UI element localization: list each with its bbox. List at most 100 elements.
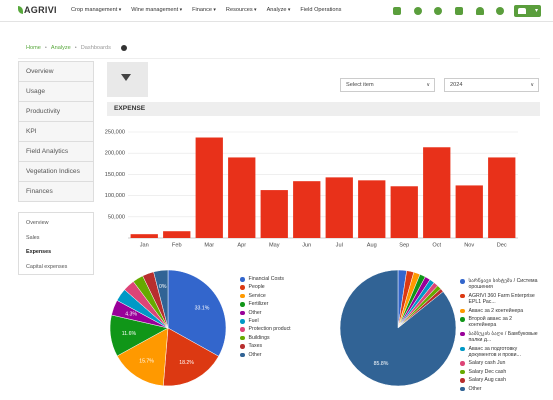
legend-label: Fuel xyxy=(248,318,259,325)
submenu-item[interactable]: Capital expenses xyxy=(26,263,68,270)
x-tick-label: Jan xyxy=(140,242,149,248)
bar xyxy=(455,185,483,238)
bar xyxy=(228,157,256,238)
legend-swatch xyxy=(240,327,245,332)
legend-item: Other xyxy=(240,310,330,316)
breadcrumb-item: Dashboards xyxy=(80,45,111,51)
y-tick-label: 50,000 xyxy=(108,214,125,220)
pie-slice xyxy=(339,269,457,387)
chat-icon[interactable] xyxy=(496,7,504,15)
slice-label: 85.8% xyxy=(374,361,389,367)
sidebar-item[interactable]: Productivity xyxy=(18,101,94,122)
breadcrumb-item[interactable]: Analyze xyxy=(50,45,71,51)
menu-item[interactable]: Resources xyxy=(226,7,257,13)
legend-label: Аванс за 2 контейнера xyxy=(468,307,524,314)
legend-item: Other xyxy=(460,386,538,392)
item-select[interactable]: Select item xyxy=(340,78,435,92)
menu-item[interactable]: Field Operations xyxy=(300,7,342,13)
legend-label: Taxes xyxy=(248,343,263,350)
legend-item: ბამბუკის ბაღი / Бамбуковые палки д... xyxy=(460,331,538,344)
legend-item: Buildings xyxy=(240,335,330,341)
legend-swatch xyxy=(460,317,465,322)
legend: Financial Costs People Service Fertilizer Ot… xyxy=(240,276,330,360)
legend-label: AGRIVI 360 Farm Enterprise EPL1 Рас... xyxy=(468,292,535,306)
bar xyxy=(195,137,223,238)
logo[interactable]: AGRIVI xyxy=(18,5,57,15)
calendar-icon[interactable] xyxy=(455,7,463,15)
help-icon[interactable] xyxy=(434,7,442,15)
legend-label: Service xyxy=(248,292,266,299)
submenu-item[interactable]: Sales xyxy=(26,234,40,241)
legend: სარწყავი სისტემა / Система орошения AGRIV… xyxy=(460,278,538,394)
info-icon xyxy=(120,45,127,51)
submenu-item[interactable]: Overview xyxy=(26,220,49,226)
breadcrumb-item[interactable]: Home xyxy=(26,45,41,51)
legend-item: Other xyxy=(240,352,330,358)
filter-button[interactable] xyxy=(107,62,148,97)
y-tick-label: 250,000 xyxy=(105,129,125,135)
legend-item: Fuel xyxy=(240,318,330,324)
legend-label: სარწყავი სისტემა / Система орошения xyxy=(468,278,538,291)
slice-label: 15.7% xyxy=(139,358,154,364)
x-tick-label: Apr xyxy=(237,242,246,248)
x-tick-label: Dec xyxy=(497,242,507,248)
legend-swatch xyxy=(240,302,245,307)
legend-label: Protection product xyxy=(248,326,291,333)
year-select[interactable]: 2024 xyxy=(444,78,539,92)
separator: • xyxy=(44,45,47,51)
legend-item: Аванс за 2 контейнера xyxy=(460,308,538,314)
legend-label: Второй аванс за 2 контейнера xyxy=(468,316,513,329)
slice-label: 18.2% xyxy=(179,360,194,366)
notification-icon[interactable] xyxy=(476,7,484,15)
pie-slice xyxy=(116,327,169,387)
legend-label: ბამბუკის ბაღი / Бамбуковые палки д... xyxy=(468,330,538,344)
legend-swatch xyxy=(460,279,465,284)
farm-button[interactable] xyxy=(514,5,541,17)
menu-item[interactable]: Analyze xyxy=(267,7,291,13)
weather-icon[interactable] xyxy=(414,7,422,15)
bar xyxy=(423,147,451,238)
submenu: Overview Sales Expenses Capital expenses xyxy=(18,212,94,275)
legend-label: Salary Aug cash xyxy=(468,377,507,384)
bar xyxy=(163,231,191,238)
legend-swatch xyxy=(240,335,245,341)
section-header: EXPENSE xyxy=(107,102,540,116)
slice-annotation: 0% xyxy=(159,284,167,290)
menu-item[interactable]: Wine management xyxy=(131,7,182,13)
y-tick-label: 150,000 xyxy=(105,172,125,178)
legend-item: People xyxy=(240,284,330,290)
legend-item: Taxes xyxy=(240,343,330,349)
menu-item[interactable]: Finance xyxy=(192,7,216,13)
pie-slice xyxy=(153,269,169,329)
legend-item: Fertilizer xyxy=(240,301,330,307)
x-tick-label: Aug xyxy=(367,242,377,248)
legend-swatch xyxy=(240,352,245,358)
x-tick-label: Nov xyxy=(464,242,474,248)
pie-slice xyxy=(162,327,219,387)
bar xyxy=(358,180,386,238)
submenu-item[interactable]: Expenses xyxy=(26,249,52,255)
bar xyxy=(260,190,288,238)
legend-swatch xyxy=(460,293,465,299)
legend-swatch xyxy=(460,369,465,375)
legend-swatch xyxy=(460,386,465,392)
settings-icon[interactable] xyxy=(393,7,401,15)
legend-swatch xyxy=(460,346,465,352)
y-tick-label: 200,000 xyxy=(105,151,125,157)
legend-item: Аванс за подготовку документов и прови..… xyxy=(460,346,538,359)
separator: • xyxy=(74,45,77,51)
legend-swatch xyxy=(460,378,465,383)
slice-label: 33.1% xyxy=(195,305,210,311)
sidebar-item[interactable]: Vegetation Indices xyxy=(18,161,94,182)
legend-swatch xyxy=(460,331,465,337)
legend-label: Other xyxy=(248,309,262,316)
top-nav: AGRIVI Crop management Wine management Fin… xyxy=(0,0,553,22)
sidebar: Overview Usage Productivity KPI Field Analyt… xyxy=(18,61,94,202)
legend-label: Buildings xyxy=(248,334,270,341)
menu-item[interactable]: Crop management xyxy=(71,7,121,13)
legend-item: სარწყავი სისტემა / Система орошения xyxy=(460,278,538,291)
y-tick-label: 100,000 xyxy=(105,193,125,199)
slice-label: 4.3% xyxy=(125,311,137,317)
